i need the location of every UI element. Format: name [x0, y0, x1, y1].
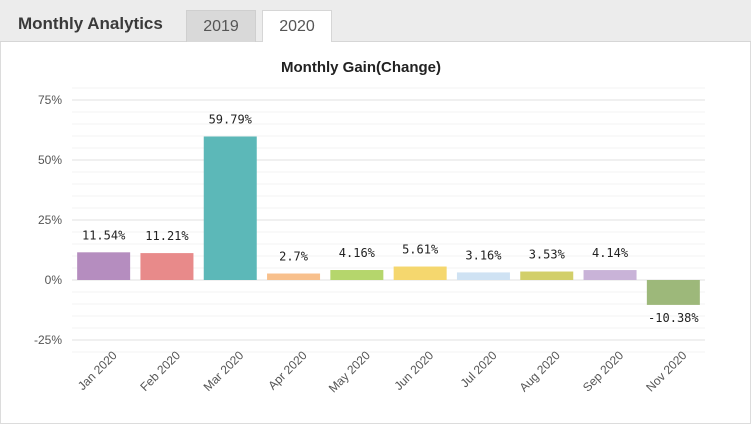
- chart-panel: [0, 42, 751, 424]
- y-tick-label: 50%: [38, 153, 62, 167]
- bar[interactable]: [520, 271, 574, 280]
- x-tick-label: Jan 2020: [75, 348, 120, 393]
- bar[interactable]: [267, 273, 321, 280]
- bar[interactable]: [77, 252, 131, 280]
- bar[interactable]: [203, 136, 257, 280]
- data-label: 4.14%: [592, 246, 629, 260]
- data-label: 3.53%: [529, 248, 566, 262]
- data-label: 5.61%: [402, 243, 439, 257]
- y-tick-label: 0%: [45, 273, 63, 287]
- x-tick-label: Jul 2020: [458, 348, 500, 390]
- x-tick-label: Jun 2020: [391, 348, 436, 393]
- x-tick-label: Mar 2020: [201, 348, 247, 394]
- tab-2019[interactable]: 2019: [186, 10, 256, 42]
- analytics-header: Monthly Analytics 2019 2020: [0, 0, 751, 43]
- bar[interactable]: [583, 270, 637, 280]
- data-label: 3.16%: [465, 248, 502, 262]
- data-label: 4.16%: [339, 246, 376, 260]
- chart-title: Monthly Gain(Change): [281, 59, 441, 76]
- data-label: 11.21%: [145, 229, 189, 243]
- bar[interactable]: [456, 272, 510, 280]
- y-tick-label: -25%: [34, 333, 62, 347]
- bar[interactable]: [330, 270, 384, 280]
- data-label: 59.79%: [209, 113, 253, 127]
- data-label: -10.38%: [648, 311, 699, 325]
- x-tick-label: May 2020: [326, 348, 373, 395]
- bar[interactable]: [646, 280, 700, 305]
- x-tick-label: Aug 2020: [517, 348, 563, 394]
- bar[interactable]: [393, 266, 447, 280]
- bar[interactable]: [140, 253, 194, 280]
- y-tick-label: 25%: [38, 213, 62, 227]
- x-tick-label: Nov 2020: [643, 348, 689, 394]
- x-tick-label: Sep 2020: [580, 348, 626, 394]
- data-label: 11.54%: [82, 228, 126, 242]
- y-tick-label: 75%: [38, 93, 62, 107]
- tab-2020[interactable]: 2020: [262, 10, 332, 43]
- page-title: Monthly Analytics: [18, 14, 163, 33]
- x-tick-label: Feb 2020: [137, 348, 183, 394]
- x-tick-label: Apr 2020: [265, 348, 310, 393]
- data-label: 2.7%: [279, 250, 309, 264]
